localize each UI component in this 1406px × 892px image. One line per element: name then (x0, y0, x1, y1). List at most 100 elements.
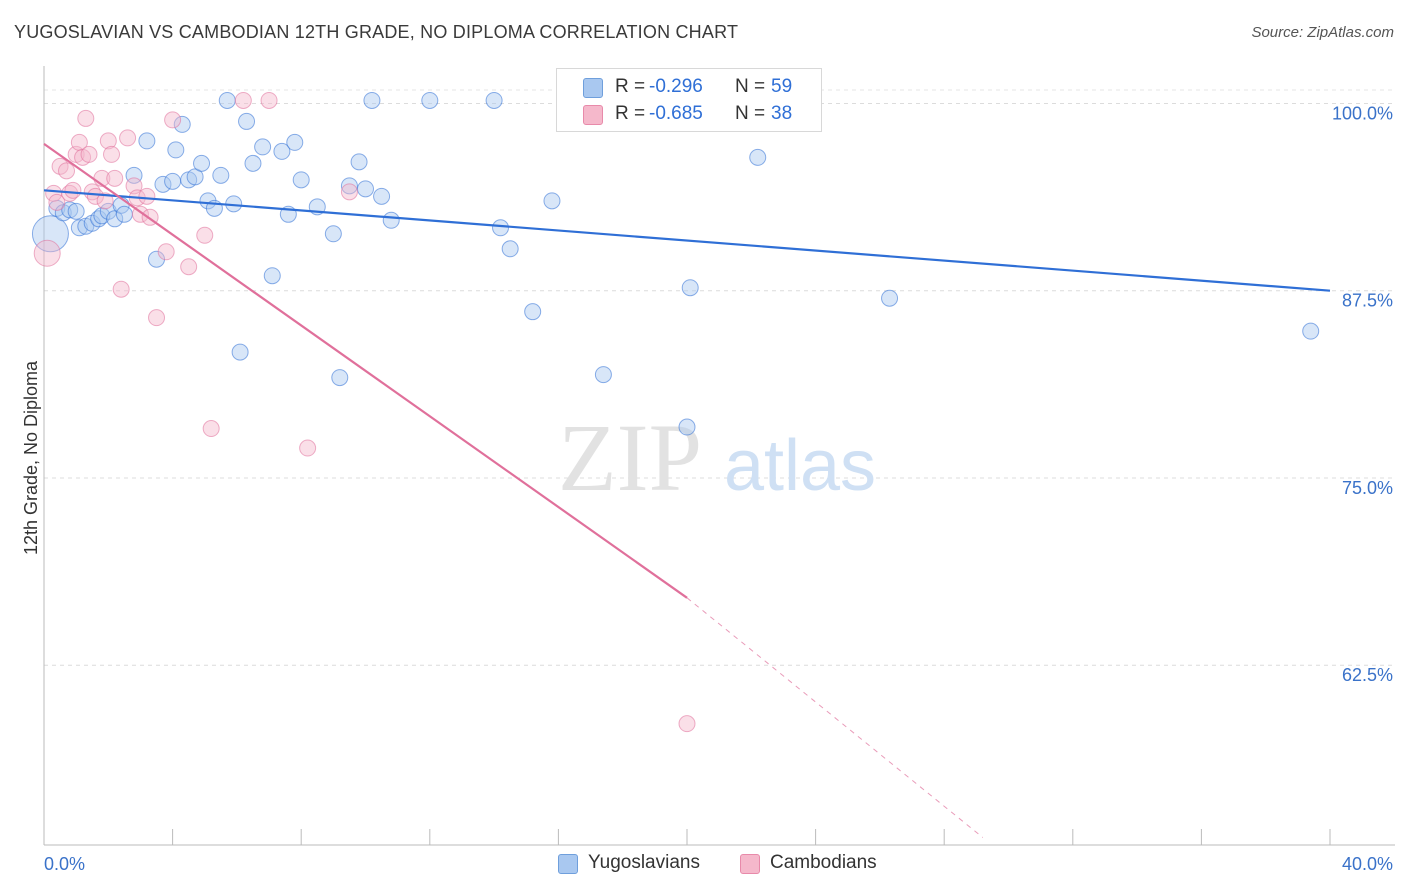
cambodians-point (33, 239, 61, 267)
yugoslavians-swatch (583, 78, 603, 98)
legend-label: Yugoslavians (588, 852, 700, 873)
n-value: 38 (771, 103, 793, 124)
yugoslavians-point (154, 175, 172, 193)
yugoslavians-point (373, 187, 391, 205)
cambodians-point (96, 192, 114, 210)
watermark-atlas: atlas (724, 426, 876, 506)
yugoslavians-point (167, 141, 185, 159)
yugoslavians-point (164, 172, 182, 190)
yugoslavians-point (286, 133, 304, 151)
y-tick-label: 87.5% (1342, 291, 1393, 311)
cambodians-trend-extension (686, 597, 984, 838)
x-tick-label: 40.0% (1342, 854, 1393, 874)
cambodians-point (48, 193, 66, 211)
watermark-zip: ZIP (558, 404, 702, 511)
cambodians-point (234, 91, 252, 109)
yugoslavians-trend-line (43, 189, 1331, 292)
data-points (31, 91, 1320, 733)
cambodians-trend-line (43, 143, 688, 599)
x-tick-label: 0.0% (44, 854, 85, 874)
yugoslavians-point (363, 91, 381, 109)
cambodians-point (83, 183, 101, 201)
yugoslavians-point (67, 202, 85, 220)
axes (43, 66, 1395, 846)
cambodians-point (202, 420, 220, 438)
cambodians-point (148, 309, 166, 327)
cambodians-point (103, 145, 121, 163)
r-label: R = (615, 103, 646, 124)
yugoslavians-point (324, 225, 342, 243)
yugoslavians-point (1302, 322, 1320, 340)
cambodians-point (64, 181, 82, 199)
yugoslavians-point (138, 132, 156, 150)
trend-lines (43, 143, 1331, 838)
legend-label: Cambodians (770, 852, 877, 873)
y-axis-label: 12th Grade, No Diploma (21, 360, 41, 555)
yugoslavians-point (749, 148, 767, 166)
yugoslavians-point (594, 366, 612, 384)
yugoslavians-point (115, 205, 133, 223)
cambodians-legend-swatch (740, 854, 760, 874)
cambodians-point (77, 109, 95, 127)
yugoslavians-point (212, 166, 230, 184)
yugoslavians-point (543, 192, 561, 210)
yugoslavians-point (218, 91, 236, 109)
cambodians-swatch (583, 105, 603, 125)
gridlines (44, 89, 1395, 666)
yugoslavians-point (492, 219, 510, 237)
cambodians-point (678, 715, 696, 733)
cambodians-point (180, 258, 198, 276)
yugoslavians-point (382, 211, 400, 229)
cambodians-point (138, 187, 156, 205)
yugoslavians-legend-swatch (558, 854, 578, 874)
r-label: R = (615, 76, 646, 97)
yugoslavians-point (31, 215, 69, 253)
yugoslavians-point (173, 115, 191, 133)
cambodians-point (99, 132, 117, 150)
cambodians-point (119, 129, 137, 147)
yugoslavians-point (421, 91, 439, 109)
cambodians-point (340, 183, 358, 201)
y-tick-label: 100.0% (1332, 103, 1393, 123)
yugoslavians-point (524, 303, 542, 321)
yugoslavians-point (193, 154, 211, 172)
y-tick-label: 75.0% (1342, 478, 1393, 498)
yugoslavians-point (238, 112, 256, 130)
yugoslavians-point (350, 153, 368, 171)
yugoslavians-point (273, 142, 291, 160)
yugoslavians-point (70, 219, 88, 237)
cambodians-point (157, 243, 175, 261)
cambodians-point (58, 162, 76, 180)
stats-box: R = -0.296 N = 59 R = -0.685 N = 38 (556, 68, 822, 132)
cambodians-point (164, 111, 182, 129)
y-tick-label: 62.5% (1342, 665, 1393, 685)
r-value: -0.296 (649, 76, 703, 97)
cambodians-point (196, 226, 214, 244)
yugoslavians-point (340, 177, 358, 195)
yugoslavians-point (292, 171, 310, 189)
yugoslavians-point (681, 279, 699, 297)
yugoslavians-point (244, 154, 262, 172)
source-credit: Source: ZipAtlas.com (1251, 24, 1394, 41)
yugoslavians-point (881, 289, 899, 307)
yugoslavians-point (263, 267, 281, 285)
cambodians-point (299, 439, 317, 457)
cambodians-point (80, 145, 98, 163)
yugoslavians-point (357, 180, 374, 198)
cambodians-point (112, 280, 130, 298)
yugoslavians-point (501, 240, 519, 258)
yugoslavians-point (485, 91, 503, 109)
n-label: N = (735, 76, 766, 97)
yugoslavians-point (231, 343, 249, 361)
cambodians-point (106, 169, 124, 187)
cambodians-point (260, 91, 278, 109)
yugoslavians-point (331, 369, 349, 387)
n-label: N = (735, 103, 766, 124)
tick-labels: 62.5% 75.0% 87.5% 100.0% 0.0% 40.0% (44, 103, 1393, 874)
yugoslavians-point (678, 418, 696, 436)
cambodians-point (86, 187, 104, 205)
chart-title: YUGOSLAVIAN VS CAMBODIAN 12TH GRADE, NO … (14, 22, 739, 42)
yugoslavians-point (254, 138, 272, 156)
r-value: -0.685 (649, 103, 703, 124)
